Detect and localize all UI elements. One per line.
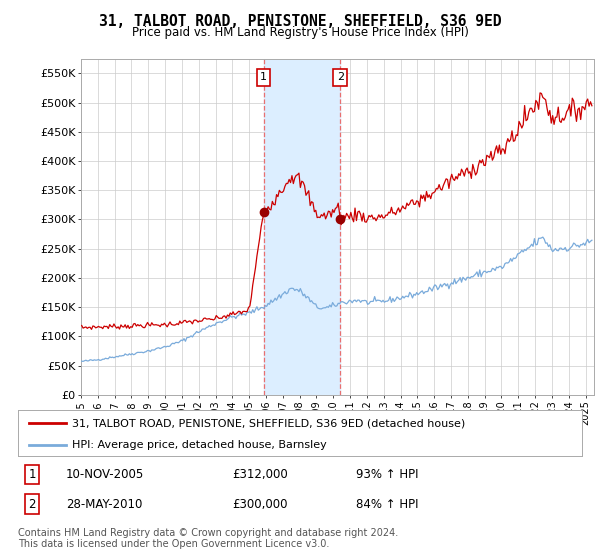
Text: 2: 2 [337,72,344,82]
Text: Contains HM Land Registry data © Crown copyright and database right 2024.
This d: Contains HM Land Registry data © Crown c… [18,528,398,549]
Text: 31, TALBOT ROAD, PENISTONE, SHEFFIELD, S36 9ED (detached house): 31, TALBOT ROAD, PENISTONE, SHEFFIELD, S… [71,418,465,428]
Text: 1: 1 [28,468,36,481]
Text: 84% ↑ HPI: 84% ↑ HPI [356,498,419,511]
Text: 28-MAY-2010: 28-MAY-2010 [66,498,142,511]
Text: HPI: Average price, detached house, Barnsley: HPI: Average price, detached house, Barn… [71,440,326,450]
Bar [263,59,340,395]
Text: 93% ↑ HPI: 93% ↑ HPI [356,468,419,481]
Text: 2: 2 [28,498,36,511]
Text: 1: 1 [260,72,267,82]
Text: Price paid vs. HM Land Registry's House Price Index (HPI): Price paid vs. HM Land Registry's House … [131,26,469,39]
Text: £312,000: £312,000 [232,468,288,481]
Text: 31, TALBOT ROAD, PENISTONE, SHEFFIELD, S36 9ED: 31, TALBOT ROAD, PENISTONE, SHEFFIELD, S… [99,14,501,29]
Text: £300,000: £300,000 [232,498,288,511]
Text: 10-NOV-2005: 10-NOV-2005 [66,468,144,481]
